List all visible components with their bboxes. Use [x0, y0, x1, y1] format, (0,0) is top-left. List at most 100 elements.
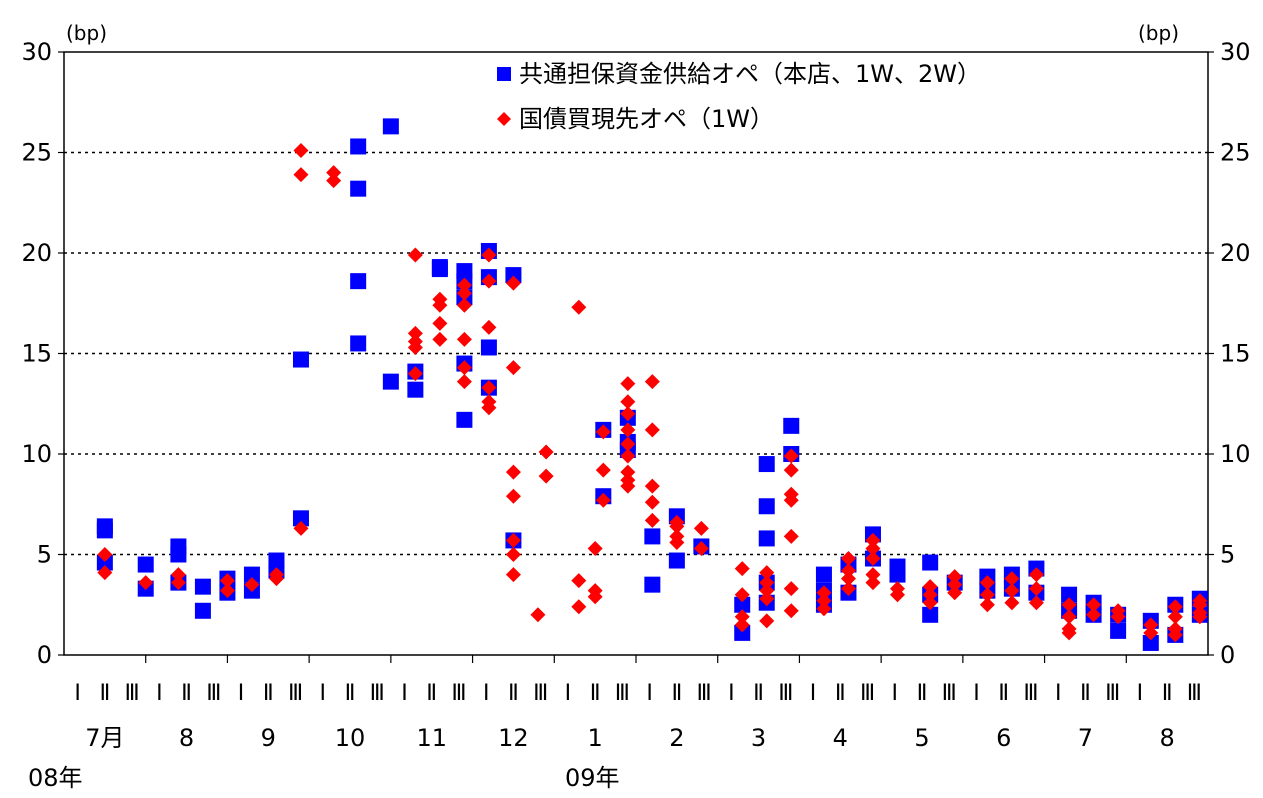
data-point-diamond	[1167, 627, 1183, 643]
data-point-diamond	[530, 607, 546, 623]
x-period-label: Ⅲ	[206, 681, 221, 706]
data-point-diamond	[219, 583, 235, 599]
x-period-label: Ⅰ	[973, 681, 980, 706]
data-point-square	[350, 180, 367, 197]
y-tick-label-left: 20	[21, 239, 52, 267]
data-point-diamond	[620, 478, 636, 494]
y-tick-label-left: 0	[37, 641, 52, 669]
x-period-label: Ⅱ	[1162, 681, 1173, 706]
x-month-label: 8	[179, 724, 194, 752]
data-point-diamond	[432, 331, 448, 347]
data-point-diamond	[644, 374, 660, 390]
x-period-label: Ⅱ	[998, 681, 1009, 706]
y-tick-label-right: 0	[1220, 641, 1235, 669]
x-period-label: Ⅱ	[345, 681, 356, 706]
x-period-label: Ⅱ	[508, 681, 519, 706]
data-point-diamond	[889, 587, 905, 603]
data-point-diamond	[865, 567, 881, 583]
data-point-diamond	[595, 462, 611, 478]
data-point-square	[1142, 634, 1159, 651]
data-point-diamond	[138, 575, 154, 591]
data-point-diamond	[481, 273, 497, 289]
data-point-square	[350, 273, 367, 290]
x-period-label: Ⅲ	[1105, 681, 1120, 706]
data-point-square	[243, 566, 260, 583]
data-point-diamond	[293, 142, 309, 158]
x-period-label: Ⅰ	[320, 681, 327, 706]
x-period-label: Ⅰ	[238, 681, 245, 706]
data-point-square	[194, 578, 211, 595]
data-point-diamond	[456, 374, 472, 390]
data-point-diamond	[620, 448, 636, 464]
y-tick-label-left: 30	[21, 38, 52, 66]
x-period-label: Ⅰ	[1055, 681, 1062, 706]
x-month-label: 5	[914, 724, 929, 752]
x-month-label: 10	[335, 724, 366, 752]
data-point-diamond	[481, 380, 497, 396]
data-point-diamond	[1086, 607, 1102, 623]
y-tick-label-left: 5	[37, 541, 52, 569]
data-point-diamond	[407, 339, 423, 355]
x-period-label: Ⅲ	[288, 681, 303, 706]
x-year-label: 08年	[28, 764, 83, 792]
data-point-diamond	[326, 173, 342, 189]
data-point-diamond	[783, 492, 799, 508]
data-point-square	[170, 546, 187, 563]
x-month-label: 11	[416, 724, 447, 752]
data-point-diamond	[1110, 609, 1126, 625]
x-month-label: 7	[1078, 724, 1093, 752]
data-point-square	[137, 556, 154, 573]
data-point-diamond	[840, 571, 856, 587]
y-tick-label-right: 25	[1220, 139, 1251, 167]
data-point-square	[644, 528, 661, 545]
x-year-label: 09年	[565, 764, 620, 792]
data-point-diamond	[979, 587, 995, 603]
x-period-label: Ⅲ	[1023, 681, 1038, 706]
data-point-square	[668, 552, 685, 569]
data-point-diamond	[759, 575, 775, 591]
data-point-diamond	[587, 589, 603, 605]
data-point-diamond	[505, 464, 521, 480]
data-point-square	[758, 498, 775, 515]
data-point-square	[734, 596, 751, 613]
data-point-diamond	[734, 617, 750, 633]
data-point-diamond	[538, 468, 554, 484]
data-point-diamond	[293, 520, 309, 536]
data-point-diamond	[922, 579, 938, 595]
x-month-label: 6	[996, 724, 1011, 752]
x-period-label: Ⅰ	[728, 681, 735, 706]
data-point-diamond	[783, 528, 799, 544]
legend-marker-square	[497, 67, 511, 81]
right-unit-label: (bp)	[1138, 21, 1179, 45]
data-point-square	[758, 456, 775, 473]
data-point-diamond	[219, 573, 235, 589]
data-point-square	[96, 522, 113, 539]
y-tick-label-left: 25	[21, 139, 52, 167]
x-period-label: Ⅰ	[646, 681, 653, 706]
data-point-diamond	[865, 540, 881, 556]
data-point-diamond	[783, 448, 799, 464]
x-period-label: Ⅱ	[1080, 681, 1091, 706]
data-point-square	[194, 602, 211, 619]
data-point-diamond	[840, 551, 856, 567]
data-point-square	[922, 554, 939, 571]
x-period-label: Ⅱ	[99, 681, 110, 706]
data-point-diamond	[293, 167, 309, 183]
data-point-diamond	[816, 601, 832, 617]
data-point-diamond	[538, 444, 554, 460]
x-period-label: Ⅲ	[697, 681, 712, 706]
data-point-diamond	[456, 331, 472, 347]
x-period-label: Ⅰ	[483, 681, 490, 706]
data-point-diamond	[947, 569, 963, 585]
data-point-diamond	[1061, 625, 1077, 641]
data-point-diamond	[481, 319, 497, 335]
data-point-diamond	[1143, 625, 1159, 641]
data-point-diamond	[407, 366, 423, 382]
data-point-diamond	[1143, 617, 1159, 633]
x-period-label: Ⅲ	[942, 681, 957, 706]
data-point-diamond	[170, 575, 186, 591]
data-point-diamond	[505, 360, 521, 376]
data-point-diamond	[620, 376, 636, 392]
data-point-diamond	[97, 565, 113, 581]
